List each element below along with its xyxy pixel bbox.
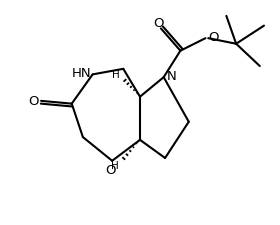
Text: O: O — [28, 95, 39, 108]
Text: O: O — [208, 31, 218, 44]
Text: H: H — [111, 161, 119, 171]
Text: HN: HN — [72, 67, 92, 80]
Text: N: N — [167, 70, 176, 83]
Text: O: O — [106, 163, 116, 176]
Text: H: H — [113, 70, 120, 79]
Text: O: O — [153, 17, 163, 30]
